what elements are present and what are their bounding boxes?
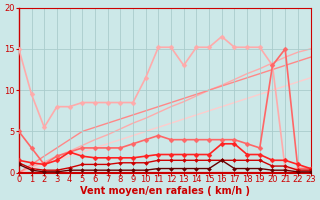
X-axis label: Vent moyen/en rafales ( km/h ): Vent moyen/en rafales ( km/h ) <box>80 186 250 196</box>
